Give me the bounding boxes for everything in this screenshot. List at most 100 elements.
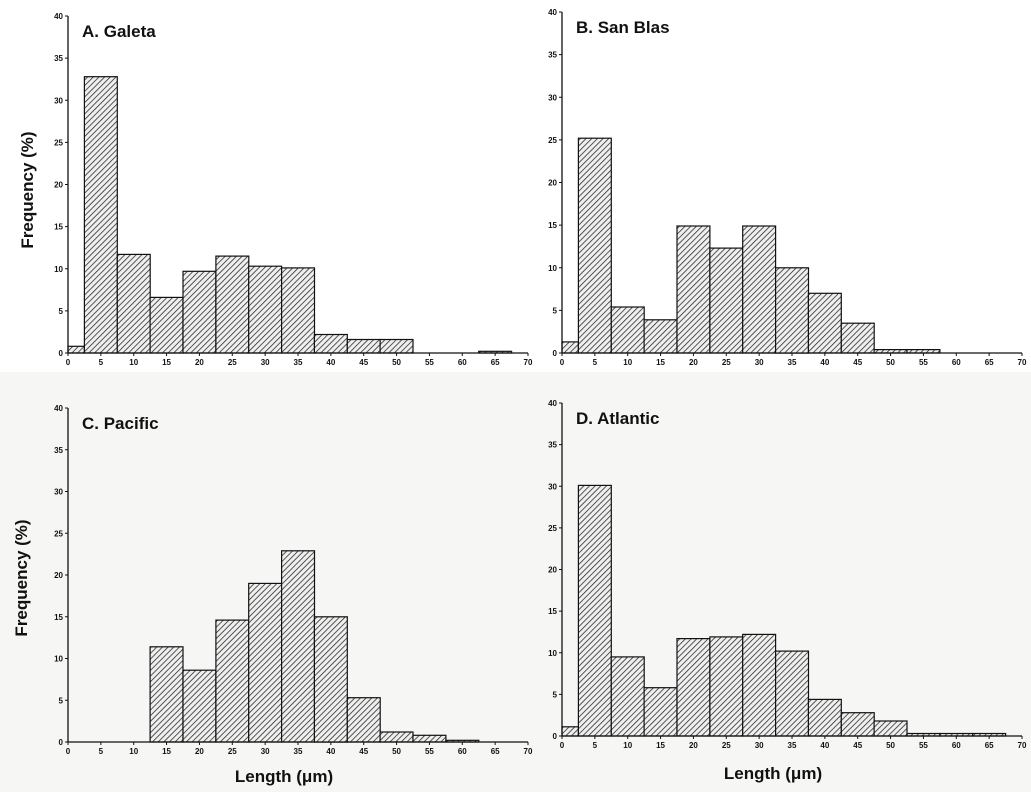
x-tick-label: 10 [129, 747, 138, 756]
histogram-bar [182, 669, 217, 743]
x-tick-label: 0 [560, 358, 565, 367]
x-tick-label: 5 [593, 741, 598, 750]
y-tick-label: 30 [548, 482, 557, 491]
histogram-bar [774, 650, 810, 737]
y-tick-label: 30 [54, 96, 63, 105]
histogram-bar [643, 687, 678, 737]
x-tick-label: 60 [952, 358, 961, 367]
y-tick-label: 20 [548, 566, 557, 575]
x-tick-label: 15 [656, 741, 665, 750]
x-tick-label: 70 [524, 358, 533, 367]
y-tick-label: 40 [54, 12, 63, 21]
histogram-bar [182, 270, 217, 354]
y-tick-label: 10 [548, 264, 557, 273]
x-tick-label: 20 [195, 747, 204, 756]
x-tick-label: 0 [66, 358, 71, 367]
x-tick-label: 70 [1018, 358, 1027, 367]
x-tick-label: 60 [458, 358, 467, 367]
x-tick-label: 0 [66, 747, 71, 756]
histogram-bar [774, 267, 810, 354]
panel-title: A. Galeta [82, 22, 156, 41]
x-tick-label: 65 [491, 358, 500, 367]
y-tick-label: 0 [59, 349, 64, 358]
y-tick-label: 10 [548, 649, 557, 658]
histogram-bar [215, 255, 250, 354]
histogram-bar [116, 253, 151, 354]
x-tick-label: 45 [359, 358, 368, 367]
y-tick-label: 35 [548, 441, 557, 450]
y-tick-label: 20 [54, 181, 63, 190]
histogram-panel-1: 0 5 10 15 20 25 30 35 40 45 50 55 60 65 70 0 5 10 15 20 25 30… [54, 12, 533, 367]
histogram-bar [412, 734, 447, 743]
x-tick-label: 55 [425, 747, 434, 756]
y-tick-label: 15 [54, 223, 63, 232]
histogram-bar [577, 137, 612, 354]
histogram-bar [610, 656, 645, 737]
y-tick-label: 25 [54, 138, 63, 147]
histogram-bar [67, 345, 85, 354]
histogram-bar [248, 265, 283, 354]
y-tick-label: 5 [553, 690, 558, 699]
histogram-bar [149, 296, 184, 354]
x-tick-label: 50 [392, 358, 401, 367]
x-tick-label: 15 [162, 747, 171, 756]
y-tick-label: 40 [548, 399, 557, 408]
histogram-bar [281, 267, 316, 354]
x-tick-label: 15 [162, 358, 171, 367]
x-tick-label: 50 [886, 358, 895, 367]
x-tick-label: 60 [952, 741, 961, 750]
x-tick-label: 25 [228, 747, 237, 756]
histogram-bar [840, 322, 875, 354]
histogram-panel-2: 0 5 10 15 20 25 30 35 40 45 50 55 60 65 70 0 5 10 15 20 25 30… [548, 8, 1027, 367]
y-tick-label: 0 [553, 349, 558, 358]
y-tick-label: 0 [59, 738, 64, 747]
x-tick-label: 45 [359, 747, 368, 756]
histogram-bar [561, 726, 579, 737]
histogram-bar [676, 225, 711, 354]
histogram-bar [346, 697, 381, 743]
x-tick-label: 30 [755, 741, 764, 750]
panel-title: B. San Blas [576, 18, 670, 37]
x-tick-label: 55 [919, 358, 928, 367]
x-tick-label: 40 [326, 747, 335, 756]
x-tick-label: 0 [560, 741, 565, 750]
histogram-panel-4: 0 5 10 15 20 25 30 35 40 45 50 55 60 65 70 0 5 10 15 20 25 30… [548, 399, 1027, 750]
x-tick-label: 45 [853, 741, 862, 750]
x-tick-label: 25 [228, 358, 237, 367]
panel-title: D. Atlantic [576, 409, 659, 428]
histogram-bar [742, 225, 777, 354]
x-tick-label: 10 [623, 358, 632, 367]
histogram-bar [379, 731, 414, 743]
histogram-bar [709, 247, 744, 354]
y-tick-label: 35 [54, 446, 63, 455]
x-tick-label: 50 [392, 747, 401, 756]
x-tick-label: 10 [623, 741, 632, 750]
histogram-bar [561, 341, 579, 354]
histogram-bar [149, 646, 184, 743]
y-axis-label-bottom: Frequency (%) [12, 519, 31, 636]
histogram-bar [281, 550, 316, 743]
x-tick-label: 5 [99, 358, 104, 367]
histogram-bar [807, 292, 842, 354]
y-tick-label: 25 [548, 136, 557, 145]
x-tick-label: 40 [820, 358, 829, 367]
histogram-bar [577, 484, 612, 737]
histogram-bar [215, 619, 250, 743]
x-tick-label: 5 [593, 358, 598, 367]
y-tick-label: 30 [548, 93, 557, 102]
histogram-panel-3: 0 5 10 15 20 25 30 35 40 45 50 55 60 65 70 0 5 10 15 20 25 30… [54, 404, 533, 756]
y-tick-label: 20 [54, 571, 63, 580]
y-tick-label: 30 [54, 488, 63, 497]
x-tick-label: 70 [524, 747, 533, 756]
y-tick-label: 15 [548, 607, 557, 616]
histogram-bar [379, 338, 414, 354]
y-tick-label: 20 [548, 179, 557, 188]
x-tick-label: 45 [853, 358, 862, 367]
x-tick-label: 40 [326, 358, 335, 367]
x-tick-label: 20 [689, 741, 698, 750]
x-tick-label: 10 [129, 358, 138, 367]
x-tick-label: 55 [919, 741, 928, 750]
y-tick-label: 25 [54, 529, 63, 538]
y-tick-label: 10 [54, 265, 63, 274]
x-tick-label: 35 [788, 358, 797, 367]
